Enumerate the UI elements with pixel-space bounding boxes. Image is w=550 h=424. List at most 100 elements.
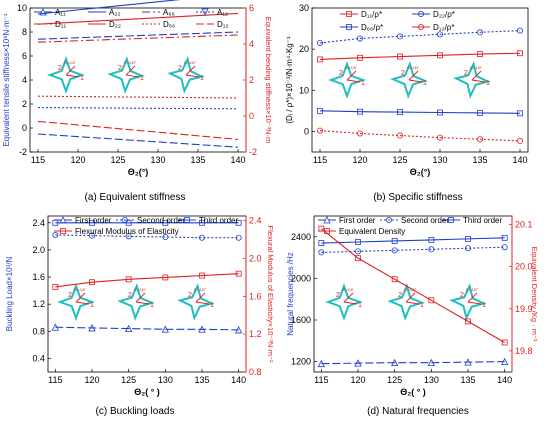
inset-axis-1-a-1	[125, 74, 140, 78]
inset-angle-a-0: Θ₂=115°	[64, 61, 77, 65]
legend-label-d-0: First order	[339, 216, 376, 225]
y-tick-label-right-c-0: 0.8	[249, 367, 262, 377]
series-line-a-5	[37, 12, 239, 25]
y-tick-label-left-c-4: 2.0	[32, 245, 45, 255]
panel-c: 115 120 125 130 135 140 Θ₂( ° ) 0.4 0.8 1.2 1.6 2.0…	[5, 215, 275, 417]
x-tick-label-c-4: 135	[194, 375, 209, 385]
panel-a: 115 120 125 130 135 140Θ₂(°)-20246810Equivale…	[2, 0, 273, 203]
inset-axis-2-d-1	[405, 292, 416, 303]
y-tick-label-left-a-3: 4	[22, 75, 27, 85]
x-tick-label-c-2: 125	[121, 375, 136, 385]
caption-b: (b) Specific stiffness	[373, 192, 462, 203]
inset-label-2-d-2: 2	[460, 292, 464, 299]
legend-label-a-1: A₂₂	[109, 8, 121, 17]
y-tick-label-right-a-4: 6	[249, 3, 254, 13]
legend-marker-c-0	[59, 216, 67, 224]
inset-label-2-a-1: 2	[118, 65, 122, 72]
y-tick-label-right-d-0: 19.8	[515, 346, 533, 356]
series-point-c-2-2	[125, 276, 132, 283]
legend-label-d-3: Equivalent Density	[339, 227, 405, 236]
inset-axis-1-d-0	[343, 301, 358, 305]
series-point-d-3-5	[501, 357, 509, 365]
x-tick-label-a-2: 125	[110, 155, 125, 165]
series-line-a-1	[37, 0, 181, 15]
legend-marker-d-3	[324, 228, 330, 234]
inset-label-2-b-1: 2	[401, 70, 405, 77]
inset-axis-1-c-0	[75, 301, 90, 305]
legend-label-c-3: Flexural Modulus of Elasticity	[75, 227, 179, 236]
x-tick-label-a-4: 135	[190, 155, 205, 165]
series-point-c-2-5	[235, 270, 242, 277]
inset-structure-b-1: 2 1 Θ₂=130°	[390, 61, 428, 99]
series-point-c-0-5	[235, 219, 242, 226]
x-tick-label-a-1: 120	[70, 155, 85, 165]
panel-d: 115 120 125 130 135 140 Θ₂( ° ) 1200 1600 2000 240…	[286, 215, 539, 417]
inset-star-d-0	[325, 283, 363, 321]
inset-star-c-0	[57, 283, 95, 321]
y-tick-label-left-d-3: 2400	[291, 232, 311, 242]
series-point-d-2-3	[428, 297, 435, 304]
inset-axis-2-c-2	[195, 292, 206, 303]
series-point-d-0-2	[391, 238, 398, 244]
inset-structure-d-0: 2 1 Θ₂=115°	[325, 283, 363, 321]
inset-structure-c-2: 2 1 Θ₂=140°	[177, 283, 215, 321]
x-tick-label-b-3: 130	[432, 155, 447, 165]
inset-label-1-a-2: 1	[200, 75, 204, 82]
x-tick-label-b-2: 125	[392, 155, 407, 165]
series-point-b-0-2	[396, 33, 403, 40]
legend-label-a-3: A₁₂	[217, 8, 228, 17]
inset-label-2-a-0: 2	[58, 65, 62, 72]
inset-label-2-d-0: 2	[336, 292, 340, 299]
inset-structure-c-1: 2 1 Θ₂=130°	[117, 283, 155, 321]
x-tick-label-a-0: 115	[31, 155, 45, 165]
inset-axis-2-b-0	[346, 70, 357, 81]
series-point-c-2-1	[89, 279, 95, 286]
x-tick-label-b-1: 120	[352, 155, 367, 165]
series-point-b-1-0	[317, 56, 323, 63]
series-point-c-2-3	[162, 274, 169, 281]
legend-label-a-2: A₆₆	[163, 8, 175, 17]
y-tick-label-right-a-0: -2	[249, 147, 257, 157]
legend-label-b-2: D₆₆/ρ*	[361, 23, 383, 32]
series-point-b-1-1	[357, 54, 363, 61]
y-tick-label-left-a-1: 0	[22, 123, 27, 133]
inset-label-1-a-0: 1	[80, 75, 84, 82]
x-tick-label-c-1: 120	[84, 375, 99, 385]
x-tick-label-d-0: 115	[314, 375, 328, 385]
legend-marker-b-1	[417, 10, 424, 17]
series-point-b-3-2	[396, 132, 403, 139]
legend-label-b-0: D₁₁/ρ*	[361, 10, 382, 19]
inset-angle-a-2: Θ₂=140°	[184, 61, 197, 65]
series-point-d-2-5	[501, 339, 508, 346]
y-tick-label-left-d-2: 2000	[291, 273, 311, 283]
series-point-c-1-0	[52, 231, 59, 238]
legend-label-d-1: Second order	[401, 216, 449, 225]
inset-structure-b-0: 2 1 Θ₂=115°	[328, 61, 366, 99]
series-point-d-3-0	[317, 359, 325, 368]
series-point-b-1-4	[477, 51, 483, 57]
series-point-c-3-5	[235, 326, 243, 334]
series-point-c-3-0	[51, 323, 59, 331]
y-tick-label-left-b-1: 10	[299, 85, 309, 95]
series-point-b-0-3	[436, 31, 443, 38]
inset-axis-2-b-1	[408, 70, 419, 81]
inset-angle-c-0: Θ₂=115°	[74, 288, 87, 292]
series-line-a-4	[37, 34, 239, 43]
y-tick-label-left-d-1: 1600	[291, 315, 311, 325]
series-point-c-0-4	[199, 219, 205, 226]
y-tick-label-left-d-0: 1200	[291, 357, 311, 367]
x-axis-label-d: Θ₂( ° )	[400, 387, 426, 397]
y-tick-label-right-c-1: 1.2	[249, 329, 262, 339]
series-point-d-1-0	[318, 249, 325, 256]
inset-axis-1-b-0	[346, 79, 361, 83]
series-line-c-2	[55, 273, 239, 288]
legend-marker-d-2	[448, 217, 454, 223]
series-point-d-2-1	[355, 255, 361, 262]
inset-structure-a-1: 2 1 Θ₂=130°	[107, 56, 145, 94]
y-tick-label-left-c-2: 1.2	[32, 299, 45, 309]
legend-label-b-1: D₂₂/ρ*	[433, 10, 455, 19]
x-tick-label-b-4: 135	[472, 155, 487, 165]
series-line-d-1	[321, 246, 505, 253]
y-tick-label-left-b-0: 0	[304, 126, 309, 136]
legend-label-d-2: Third order	[463, 216, 502, 225]
